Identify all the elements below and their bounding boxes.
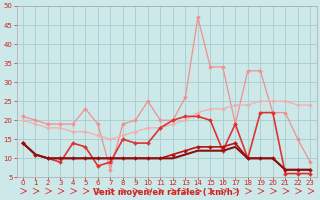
X-axis label: Vent moyen/en rafales ( km/h ): Vent moyen/en rafales ( km/h ): [93, 188, 240, 197]
